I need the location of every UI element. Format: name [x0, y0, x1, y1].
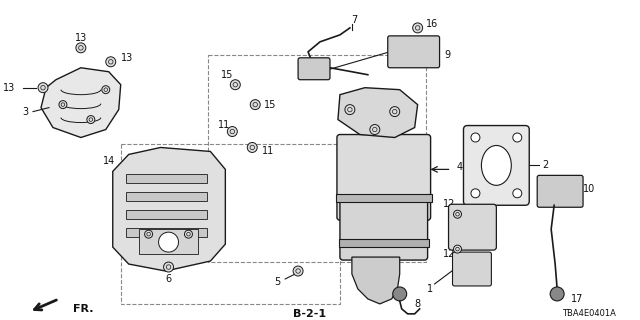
Bar [339, 239, 429, 247]
Circle shape [550, 287, 564, 301]
Circle shape [184, 230, 193, 238]
Bar [125, 228, 207, 237]
Circle shape [293, 266, 303, 276]
FancyBboxPatch shape [340, 199, 428, 260]
Text: 2: 2 [542, 160, 548, 171]
FancyBboxPatch shape [452, 252, 492, 286]
Text: 7: 7 [351, 15, 357, 25]
Text: 9: 9 [444, 50, 451, 60]
Text: 17: 17 [571, 294, 583, 304]
Circle shape [513, 133, 522, 142]
Circle shape [250, 100, 260, 110]
Text: 15: 15 [264, 100, 276, 110]
Circle shape [247, 142, 257, 152]
Text: 11: 11 [218, 120, 230, 130]
Circle shape [38, 83, 48, 93]
Text: FR.: FR. [73, 304, 93, 314]
FancyBboxPatch shape [298, 58, 330, 80]
Circle shape [370, 124, 380, 134]
FancyBboxPatch shape [463, 125, 529, 205]
FancyBboxPatch shape [537, 175, 583, 207]
Circle shape [87, 116, 95, 124]
Circle shape [454, 210, 461, 218]
Text: 13: 13 [120, 53, 133, 63]
FancyBboxPatch shape [388, 36, 440, 68]
Circle shape [513, 189, 522, 198]
Text: 3: 3 [22, 107, 28, 116]
Bar [125, 210, 207, 219]
Circle shape [390, 107, 400, 116]
Text: 8: 8 [415, 299, 420, 309]
Text: 6: 6 [166, 274, 172, 284]
Text: 14: 14 [102, 156, 115, 166]
Bar [336, 194, 431, 202]
Text: B-2-1: B-2-1 [294, 309, 326, 319]
Circle shape [227, 126, 237, 137]
Circle shape [145, 230, 152, 238]
Text: 12: 12 [444, 249, 456, 259]
Text: 5: 5 [274, 277, 280, 287]
Polygon shape [338, 88, 418, 138]
Text: TBA4E0401A: TBA4E0401A [562, 309, 616, 318]
Circle shape [102, 86, 109, 94]
Bar [209, 55, 426, 262]
Circle shape [230, 80, 240, 90]
Circle shape [345, 105, 355, 115]
Bar [125, 192, 207, 201]
Text: 15: 15 [221, 70, 234, 80]
Text: 11: 11 [262, 147, 275, 156]
Bar [125, 174, 207, 183]
FancyBboxPatch shape [337, 134, 431, 220]
Circle shape [159, 232, 179, 252]
Circle shape [106, 57, 116, 67]
Text: 4: 4 [456, 162, 463, 172]
Bar [139, 229, 198, 254]
Ellipse shape [481, 146, 511, 185]
Polygon shape [113, 148, 225, 271]
Text: 1: 1 [426, 284, 433, 294]
Bar [121, 144, 340, 304]
Circle shape [454, 245, 461, 253]
Circle shape [76, 43, 86, 53]
Circle shape [393, 287, 406, 301]
Polygon shape [41, 68, 121, 138]
Text: 10: 10 [583, 184, 595, 194]
Text: 13: 13 [3, 83, 15, 93]
FancyBboxPatch shape [449, 204, 497, 250]
Text: 12: 12 [444, 199, 456, 209]
Circle shape [471, 189, 480, 198]
Text: 16: 16 [426, 19, 438, 29]
Circle shape [413, 23, 422, 33]
Text: 13: 13 [75, 33, 87, 43]
Polygon shape [352, 257, 400, 304]
Circle shape [471, 133, 480, 142]
Circle shape [164, 262, 173, 272]
Circle shape [59, 100, 67, 108]
